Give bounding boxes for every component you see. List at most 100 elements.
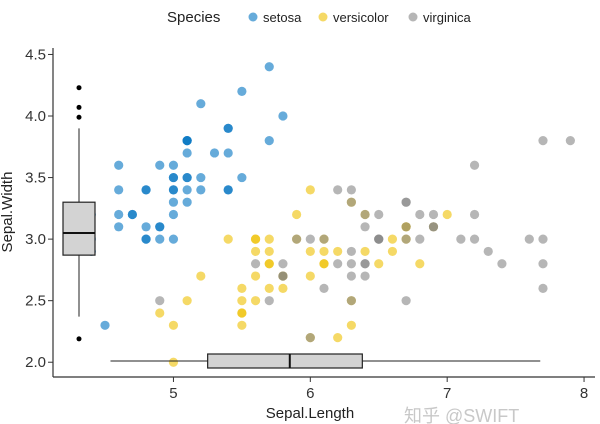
x-tick-label: 6: [306, 385, 314, 402]
point-versicolor: [305, 271, 315, 281]
y-tick-label: 3.5: [25, 170, 46, 187]
point-versicolor: [387, 234, 398, 244]
point-virginica: [401, 197, 411, 207]
point-virginica: [333, 185, 343, 195]
point-versicolor: [250, 296, 261, 306]
legend-key-virginica: [408, 12, 418, 22]
legend-key-setosa: [248, 12, 258, 22]
y-boxplot-outlier: [76, 114, 82, 120]
point-virginica: [374, 234, 384, 244]
point-virginica: [469, 234, 480, 244]
legend-label-setosa: setosa: [263, 10, 302, 25]
y-boxplot-box: [62, 201, 96, 256]
point-virginica: [538, 259, 548, 269]
point-setosa: [155, 222, 165, 232]
point-setosa: [237, 86, 247, 96]
legend-key-versicolor: [318, 12, 328, 22]
point-versicolor: [264, 246, 274, 257]
point-virginica: [346, 185, 356, 195]
point-versicolor: [237, 283, 247, 293]
point-virginica: [360, 222, 370, 232]
point-virginica: [360, 259, 370, 269]
point-virginica: [346, 197, 356, 207]
point-setosa: [141, 185, 151, 195]
point-setosa: [168, 172, 179, 183]
point-virginica: [415, 209, 425, 220]
point-virginica: [319, 283, 329, 293]
point-setosa: [127, 209, 137, 220]
point-virginica: [360, 271, 370, 281]
legend-title: Species: [167, 9, 220, 26]
point-setosa: [168, 185, 179, 195]
point-versicolor: [333, 246, 343, 257]
point-setosa: [223, 148, 233, 158]
x-tick-label: 7: [443, 385, 451, 402]
point-setosa: [141, 222, 151, 232]
point-setosa: [168, 160, 179, 170]
point-setosa: [223, 185, 233, 195]
point-versicolor: [237, 320, 247, 330]
point-setosa: [182, 148, 192, 158]
legend-label-versicolor: versicolor: [333, 10, 389, 25]
point-virginica: [155, 296, 165, 306]
point-setosa: [168, 197, 179, 207]
point-setosa: [278, 111, 288, 121]
point-virginica: [374, 209, 384, 220]
point-setosa: [223, 123, 233, 133]
y-tick-label: 4.5: [25, 46, 46, 63]
point-versicolor: [182, 296, 192, 306]
point-versicolor: [346, 320, 356, 330]
point-virginica: [360, 209, 370, 220]
point-versicolor: [168, 357, 179, 367]
point-versicolor: [223, 234, 233, 244]
point-virginica: [469, 209, 480, 220]
y-tick-label: 2.5: [25, 293, 46, 310]
point-versicolor: [292, 209, 302, 220]
point-versicolor: [264, 259, 274, 269]
point-virginica: [401, 222, 411, 232]
point-versicolor: [250, 271, 261, 281]
points-layer: [73, 62, 575, 367]
point-virginica: [250, 259, 261, 269]
y-tick-label: 4.0: [25, 108, 46, 125]
point-versicolor: [237, 296, 247, 306]
point-setosa: [100, 320, 110, 330]
point-versicolor: [250, 246, 261, 257]
point-versicolor: [333, 333, 343, 343]
point-virginica: [401, 296, 411, 306]
watermark: 知乎 @SWIFT: [404, 406, 519, 424]
point-setosa: [155, 234, 165, 244]
point-setosa: [168, 234, 179, 244]
point-virginica: [456, 234, 466, 244]
point-virginica: [346, 246, 356, 257]
point-setosa: [182, 136, 192, 146]
x-boxplot-box: [207, 353, 363, 369]
point-setosa: [196, 185, 206, 195]
point-versicolor: [387, 246, 398, 257]
point-virginica: [278, 259, 288, 269]
point-setosa: [114, 185, 124, 195]
point-virginica: [428, 222, 439, 232]
point-setosa: [264, 62, 274, 72]
point-virginica: [278, 271, 288, 281]
point-virginica: [346, 271, 356, 281]
point-setosa: [114, 222, 124, 232]
point-setosa: [114, 160, 124, 170]
point-setosa: [237, 172, 247, 183]
x-tick-label: 5: [169, 385, 177, 402]
point-setosa: [196, 99, 206, 109]
point-versicolor: [360, 246, 370, 257]
point-versicolor: [155, 308, 165, 318]
point-virginica: [538, 136, 548, 146]
point-setosa: [114, 209, 124, 220]
marginal-boxplots: [62, 85, 541, 369]
point-virginica: [538, 234, 548, 244]
point-versicolor: [305, 246, 315, 257]
y-boxplot-outlier: [76, 104, 82, 110]
point-versicolor: [250, 234, 261, 244]
point-setosa: [264, 136, 274, 146]
y-tick-label: 3.0: [25, 231, 46, 248]
point-virginica: [524, 234, 534, 244]
point-versicolor: [264, 283, 274, 293]
